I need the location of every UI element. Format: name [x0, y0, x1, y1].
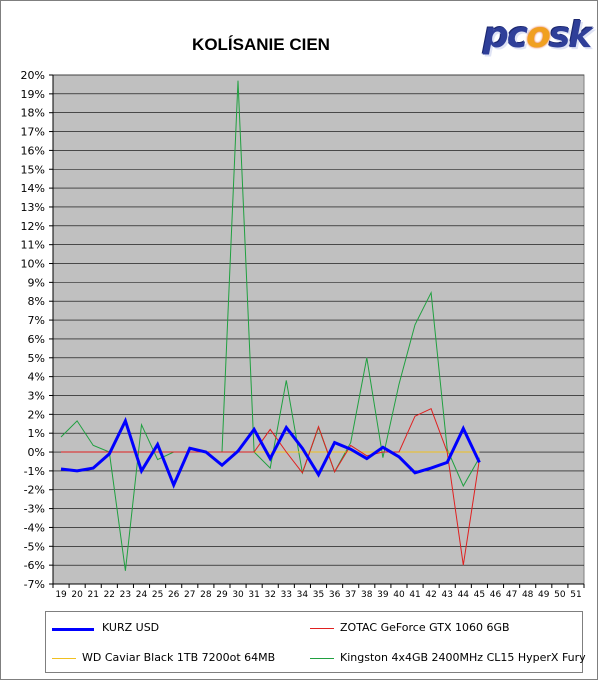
x-tick-label: 38 — [361, 590, 373, 600]
y-tick-label: 11% — [21, 239, 45, 252]
x-tick-label: 39 — [377, 590, 389, 600]
x-tick-label: 51 — [570, 590, 581, 600]
x-tick-label: 19 — [55, 590, 67, 600]
x-tick-label: 45 — [474, 590, 485, 600]
x-tick-label: 27 — [184, 590, 195, 600]
x-tick-label: 41 — [409, 590, 420, 600]
x-tick-label: 26 — [168, 590, 180, 600]
y-tick-label: -5% — [24, 540, 45, 553]
y-tick-label: 16% — [21, 144, 45, 157]
y-tick-label: 19% — [21, 88, 45, 101]
x-tick-label: 22 — [104, 590, 115, 600]
y-tick-label: 12% — [21, 220, 45, 233]
x-tick-label: 37 — [345, 590, 356, 600]
y-tick-label: 1% — [28, 427, 45, 440]
y-tick-label: 15% — [21, 163, 45, 176]
legend-label: ZOTAC GeForce GTX 1060 6GB — [340, 621, 510, 634]
y-tick-label: 6% — [28, 333, 45, 346]
x-tick-label: 24 — [136, 590, 148, 600]
x-tick-label: 47 — [506, 590, 517, 600]
y-tick-label: -7% — [24, 578, 45, 591]
y-tick-label: 8% — [28, 295, 45, 308]
legend-swatch — [52, 658, 76, 659]
y-tick-label: 5% — [28, 352, 45, 365]
y-tick-label: -3% — [24, 503, 45, 516]
x-tick-label: 28 — [200, 590, 212, 600]
x-tick-label: 50 — [554, 590, 566, 600]
flame-icon: o — [526, 15, 551, 56]
y-tick-label: -6% — [24, 559, 45, 572]
legend-label: KURZ USD — [102, 621, 160, 634]
x-tick-label: 34 — [297, 590, 309, 600]
series-line-1 — [61, 408, 480, 566]
legend-label: WD Caviar Black 1TB 7200ot 64MB — [82, 651, 276, 664]
x-tick-label: 31 — [248, 590, 259, 600]
y-tick-label: 20% — [21, 69, 45, 82]
x-tick-label: 49 — [538, 590, 550, 600]
x-tick-label: 36 — [329, 590, 341, 600]
x-tick-label: 44 — [458, 590, 470, 600]
chart-title: KOLÍSANIE CIEN — [192, 35, 330, 54]
y-tick-label: -2% — [24, 484, 45, 497]
y-tick-label: 13% — [21, 201, 45, 214]
y-tick-label: -4% — [24, 521, 45, 534]
x-tick-label: 35 — [313, 590, 324, 600]
brand-logo: pcosk — [483, 15, 592, 56]
x-tick-label: 32 — [265, 590, 276, 600]
x-tick-label: 40 — [393, 590, 405, 600]
x-tick-label: 46 — [490, 590, 502, 600]
x-tick-label: 48 — [522, 590, 534, 600]
plot-area — [52, 74, 585, 585]
x-tick-label: 30 — [232, 590, 244, 600]
y-tick-label: 0% — [28, 446, 45, 459]
x-tick-label: 20 — [71, 590, 83, 600]
y-tick-label: 7% — [28, 314, 45, 327]
legend-label: Kingston 4x4GB 2400MHz CL15 HyperX Fury — [340, 651, 586, 664]
x-tick-label: 23 — [120, 590, 131, 600]
logo-text-pc: pc — [483, 15, 528, 56]
x-tick-label: 42 — [425, 590, 436, 600]
y-tick-label: 17% — [21, 126, 45, 139]
y-tick-label: 9% — [28, 276, 45, 289]
x-tick-label: 29 — [216, 590, 228, 600]
y-tick-label: 18% — [21, 107, 45, 120]
legend-swatch — [310, 628, 334, 629]
y-tick-label: 3% — [28, 389, 45, 402]
legend-swatch — [310, 658, 334, 659]
y-tick-label: 2% — [28, 408, 45, 421]
y-tick-label: 4% — [28, 371, 45, 384]
y-tick-label: -1% — [24, 465, 45, 478]
y-tick-label: 14% — [21, 182, 45, 195]
x-tick-label: 21 — [88, 590, 99, 600]
y-tick-label: 10% — [21, 258, 45, 271]
chart-legend: KURZ USD ZOTAC GeForce GTX 1060 6GB WD Cav… — [45, 611, 586, 673]
series-line-0 — [60, 416, 481, 489]
logo-text-sk: sk — [548, 15, 592, 56]
x-tick-label: 25 — [152, 590, 163, 600]
chart-plot: -7% -6% -5% -4% -3% -2% -1% 0% 1% 2% 3% 4% 5% 6% 7% 8% 9… — [21, 69, 585, 600]
legend-swatch — [52, 628, 94, 631]
x-tick-label: 43 — [442, 590, 453, 600]
series-line-3 — [60, 80, 480, 571]
x-tick-label: 33 — [281, 590, 292, 600]
